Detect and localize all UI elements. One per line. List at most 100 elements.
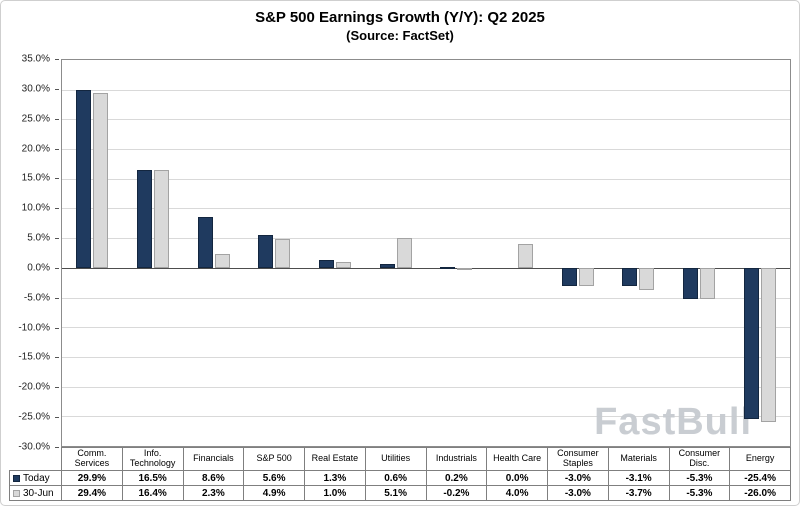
y-axis-label: -15.0% xyxy=(18,351,50,363)
category-header-cell: Comm. Services xyxy=(61,447,123,471)
value-cell: -3.7% xyxy=(607,485,670,501)
y-axis-tick xyxy=(55,417,59,419)
bar-30jun xyxy=(700,267,715,300)
chart-subtitle: (Source: FactSet) xyxy=(346,28,454,43)
value-cell: 2.3% xyxy=(182,485,245,501)
gridline xyxy=(62,178,790,180)
legend-cell-30jun: 30-Jun xyxy=(9,485,62,501)
y-axis-tick xyxy=(55,267,59,269)
legend-cell-today: Today xyxy=(9,470,62,486)
gridline xyxy=(62,297,790,299)
value-cell: 4.0% xyxy=(486,485,548,501)
bar-30jun xyxy=(275,238,291,268)
table-row-today: Today 29.9% 16.5% 8.6% 5.6% 1.3% 0.6% 0.2% 0.0% -… xyxy=(9,470,791,486)
chart-title: S&P 500 Earnings Growth (Y/Y): Q2 2025 xyxy=(255,9,545,26)
y-axis-tick xyxy=(55,88,59,90)
bar-30jun xyxy=(457,267,473,270)
gridline xyxy=(62,149,790,151)
value-cell: -0.2% xyxy=(425,485,488,501)
y-axis-tick xyxy=(55,59,59,60)
data-table: Comm. Services Info. Technology Financials… xyxy=(9,447,791,501)
gridline xyxy=(62,119,790,121)
value-cell: -25.4% xyxy=(729,470,791,486)
value-cell: -26.0% xyxy=(729,485,791,501)
category-header-cell: Consumer Disc. xyxy=(668,447,731,471)
bar-today xyxy=(622,267,638,287)
y-axis-label: -30.0% xyxy=(18,441,50,453)
bar-30jun xyxy=(518,244,533,268)
y-axis-tick xyxy=(55,447,59,448)
value-cell: 29.9% xyxy=(61,470,123,486)
y-axis-tick xyxy=(55,118,59,120)
bar-today xyxy=(319,260,334,268)
bar-30jun xyxy=(154,170,169,268)
category-header-cell: Info. Technology xyxy=(121,447,184,471)
bar-today xyxy=(76,90,92,268)
value-cell: 29.4% xyxy=(61,485,123,501)
gridline xyxy=(62,89,790,91)
y-axis-tick xyxy=(55,357,59,359)
bar-today xyxy=(743,267,759,419)
value-cell: 1.0% xyxy=(304,485,366,501)
value-cell: 5.6% xyxy=(243,470,305,486)
bar-30jun xyxy=(578,267,594,286)
y-axis-tick xyxy=(55,148,59,150)
category-header-cell: Consumer Staples xyxy=(547,447,609,471)
gridline xyxy=(62,356,790,358)
legend-marker-today xyxy=(13,474,20,482)
y-axis-label: 30.0% xyxy=(21,83,50,95)
gridline xyxy=(62,238,790,240)
value-cell: 0.0% xyxy=(486,470,548,486)
category-header-cell: S&P 500 xyxy=(243,447,305,471)
bar-today xyxy=(561,267,577,286)
y-axis: 35.0% 30.0% 25.0% 20.0% 15.0% 10.0% 5.0% 0.0% -5… xyxy=(1,54,59,453)
value-cell: -5.3% xyxy=(668,470,731,486)
bar-today xyxy=(258,234,274,268)
value-cell: 16.4% xyxy=(121,485,184,501)
gridline xyxy=(62,327,790,329)
bar-30jun xyxy=(760,267,776,423)
y-axis-tick xyxy=(55,238,59,240)
bar-today xyxy=(137,169,152,268)
value-cell: 0.6% xyxy=(364,470,427,486)
value-cell: 8.6% xyxy=(182,470,245,486)
bar-today xyxy=(379,264,395,268)
value-cell: 16.5% xyxy=(121,470,184,486)
gridline xyxy=(62,208,790,210)
y-axis-label: 20.0% xyxy=(21,143,50,155)
bar-30jun xyxy=(639,267,655,290)
y-axis-label: -25.0% xyxy=(18,411,50,423)
y-axis-tick xyxy=(55,178,59,180)
value-cell: 0.2% xyxy=(425,470,488,486)
y-axis-label: 35.0% xyxy=(21,53,50,65)
value-cell: 5.1% xyxy=(364,485,427,501)
bar-today xyxy=(683,267,698,300)
y-axis-label: 25.0% xyxy=(21,113,50,125)
bar-30jun xyxy=(93,93,109,268)
y-axis-label: -10.0% xyxy=(18,322,50,334)
y-axis-label: 15.0% xyxy=(21,172,50,184)
y-axis-label: -5.0% xyxy=(23,292,50,304)
gridline xyxy=(62,416,790,418)
bar-30jun xyxy=(214,254,230,268)
y-axis-label: -20.0% xyxy=(18,381,50,393)
legend-marker-30jun xyxy=(13,489,20,497)
gridline xyxy=(62,386,790,388)
zero-line xyxy=(62,267,790,269)
value-cell: -3.1% xyxy=(607,470,670,486)
plot-area: FastBull xyxy=(61,59,791,447)
y-axis-label: 10.0% xyxy=(21,202,50,214)
category-header-cell: Industrials xyxy=(425,447,488,471)
bar-30jun xyxy=(396,237,412,268)
y-axis-tick xyxy=(55,297,59,299)
category-header-cell: Health Care xyxy=(486,447,548,471)
value-cell: -5.3% xyxy=(668,485,731,501)
table-row-30jun: 30-Jun 29.4% 16.4% 2.3% 4.9% 1.0% 5.1% -0.2% 4.0… xyxy=(9,485,791,501)
bar-today xyxy=(440,266,456,269)
y-axis-tick xyxy=(55,208,59,210)
data-table-body: Comm. Services Info. Technology Financials… xyxy=(9,447,791,501)
value-cell: 4.9% xyxy=(243,485,305,501)
value-cell: 1.3% xyxy=(304,470,366,486)
category-header-cell: Financials xyxy=(182,447,245,471)
